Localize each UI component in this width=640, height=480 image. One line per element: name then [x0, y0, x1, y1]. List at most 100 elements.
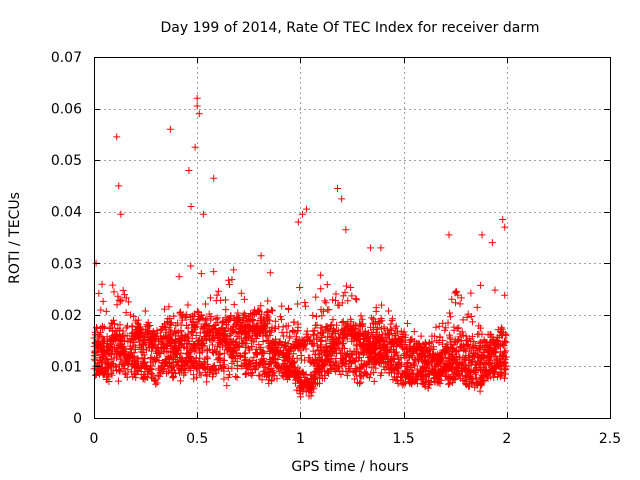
data-point [280, 362, 288, 370]
y-tick-label: 0.05 [51, 153, 82, 169]
data-point [226, 281, 234, 289]
data-point [391, 324, 399, 332]
data-point [107, 324, 115, 332]
data-point [271, 325, 279, 333]
data-point [347, 357, 355, 365]
data-point [202, 316, 210, 324]
data-point [318, 333, 326, 341]
data-point [309, 311, 317, 319]
data-point [282, 372, 290, 380]
data-point [304, 333, 312, 341]
data-point [429, 366, 437, 374]
notable-data-point [338, 195, 346, 203]
data-point [356, 331, 364, 339]
data-point [266, 317, 274, 325]
data-point [133, 366, 141, 374]
data-point [254, 308, 262, 316]
data-point [267, 328, 275, 336]
x-tick-label: 0 [90, 431, 99, 447]
data-point [107, 349, 115, 357]
data-point [219, 325, 227, 333]
data-point [223, 382, 231, 390]
data-point [258, 350, 266, 358]
data-point [155, 357, 163, 365]
data-point [434, 376, 442, 384]
data-point [242, 370, 250, 378]
data-point [393, 352, 401, 360]
data-point [177, 327, 185, 335]
data-point [170, 345, 178, 353]
data-point [170, 373, 178, 381]
data-point [285, 367, 293, 375]
data-point [486, 367, 494, 375]
data-point [263, 373, 271, 381]
data-point [431, 332, 439, 340]
data-point [228, 276, 236, 284]
data-point [300, 341, 308, 349]
data-point [400, 328, 408, 336]
data-point [309, 347, 317, 355]
data-point [309, 330, 317, 338]
data-point [444, 319, 452, 327]
data-point [165, 362, 173, 370]
data-point [406, 336, 414, 344]
data-point [257, 302, 265, 310]
data-point [116, 321, 124, 329]
data-point [203, 331, 211, 339]
data-point [96, 342, 104, 350]
data-point [95, 289, 103, 297]
data-point [357, 312, 365, 320]
notable-data-point [377, 244, 385, 252]
data-point [339, 367, 347, 375]
data-point [232, 320, 240, 328]
data-point [207, 313, 215, 321]
data-point [182, 314, 190, 322]
data-point [315, 369, 323, 377]
data-point [477, 373, 485, 381]
data-point [266, 348, 274, 356]
data-point [94, 367, 102, 375]
data-point [394, 359, 402, 367]
data-point [265, 361, 273, 369]
data-point [243, 363, 251, 371]
data-point [378, 317, 386, 325]
data-point [224, 365, 232, 373]
data-point [475, 345, 483, 353]
data-point [456, 333, 464, 341]
data-point [148, 362, 156, 370]
data-point [220, 357, 228, 365]
data-point [279, 349, 287, 357]
data-point [207, 336, 215, 344]
data-point [116, 297, 124, 305]
data-point [206, 322, 214, 330]
data-point [378, 301, 386, 309]
data-point [134, 368, 142, 376]
data-point [158, 325, 166, 333]
data-point [339, 317, 347, 325]
data-point [357, 378, 365, 386]
data-point [147, 353, 155, 361]
data-point [372, 364, 380, 372]
data-point [448, 295, 456, 303]
data-point [346, 330, 354, 338]
data-point [183, 343, 191, 351]
data-point [268, 377, 276, 385]
data-point [233, 373, 241, 381]
y-tick-label: 0 [73, 411, 82, 427]
data-point [193, 360, 201, 368]
data-point [467, 312, 475, 320]
data-point [487, 353, 495, 361]
data-point [302, 302, 310, 310]
data-point [319, 329, 327, 337]
data-point [189, 318, 197, 326]
data-point [258, 357, 266, 365]
data-point [327, 349, 335, 357]
data-point [367, 370, 375, 378]
data-point [448, 347, 456, 355]
data-point [194, 337, 202, 345]
data-point [369, 332, 377, 340]
data-point [375, 351, 383, 359]
data-point [358, 341, 366, 349]
data-point [388, 315, 396, 323]
data-point [408, 364, 416, 372]
